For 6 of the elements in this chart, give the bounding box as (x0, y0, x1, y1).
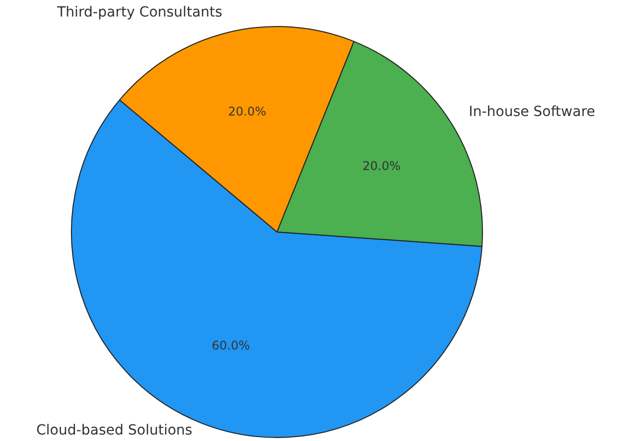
data-label: 20.0% (228, 104, 266, 118)
slice-label: Third-party Consultants (56, 4, 222, 20)
slice-label: In-house Software (468, 104, 596, 120)
data-label: 20.0% (362, 158, 401, 173)
data-label: 60.0% (212, 338, 250, 352)
slice-label: Cloud-based Solutions (36, 422, 192, 439)
